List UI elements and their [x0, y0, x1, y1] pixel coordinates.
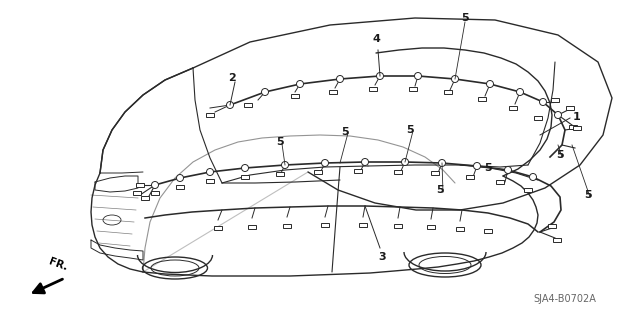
Text: 2: 2	[228, 73, 236, 83]
Circle shape	[282, 161, 289, 168]
FancyBboxPatch shape	[151, 191, 159, 195]
Text: FR.: FR.	[47, 257, 69, 273]
Circle shape	[486, 80, 493, 87]
FancyBboxPatch shape	[133, 191, 141, 195]
Circle shape	[177, 174, 184, 182]
FancyBboxPatch shape	[496, 180, 504, 184]
FancyBboxPatch shape	[394, 170, 402, 174]
FancyBboxPatch shape	[524, 188, 532, 192]
FancyBboxPatch shape	[206, 113, 214, 117]
FancyBboxPatch shape	[548, 224, 556, 228]
FancyBboxPatch shape	[566, 106, 574, 110]
Circle shape	[207, 168, 214, 175]
FancyBboxPatch shape	[354, 169, 362, 173]
FancyBboxPatch shape	[141, 196, 149, 200]
Text: 5: 5	[584, 190, 592, 200]
Text: 5: 5	[406, 125, 414, 135]
FancyBboxPatch shape	[321, 223, 329, 227]
FancyBboxPatch shape	[244, 103, 252, 107]
FancyBboxPatch shape	[394, 224, 402, 228]
Text: 5: 5	[556, 150, 564, 160]
Circle shape	[504, 167, 511, 174]
Text: 5: 5	[484, 163, 492, 173]
Circle shape	[415, 72, 422, 79]
Circle shape	[262, 88, 269, 95]
Circle shape	[451, 76, 458, 83]
Circle shape	[241, 165, 248, 172]
FancyBboxPatch shape	[444, 90, 452, 94]
FancyBboxPatch shape	[359, 223, 367, 227]
Text: 5: 5	[436, 185, 444, 195]
Circle shape	[529, 174, 536, 181]
FancyBboxPatch shape	[456, 227, 464, 231]
FancyBboxPatch shape	[136, 183, 144, 187]
FancyBboxPatch shape	[241, 175, 249, 179]
Text: 5: 5	[276, 137, 284, 147]
Circle shape	[152, 182, 159, 189]
Circle shape	[337, 76, 344, 83]
Circle shape	[376, 72, 383, 79]
FancyBboxPatch shape	[551, 98, 559, 102]
FancyBboxPatch shape	[534, 116, 542, 120]
Circle shape	[516, 88, 524, 95]
FancyBboxPatch shape	[427, 225, 435, 229]
Circle shape	[362, 159, 369, 166]
Text: 1: 1	[573, 112, 580, 122]
FancyBboxPatch shape	[409, 87, 417, 91]
FancyBboxPatch shape	[176, 185, 184, 189]
Circle shape	[227, 101, 234, 108]
FancyBboxPatch shape	[466, 175, 474, 179]
FancyBboxPatch shape	[248, 225, 256, 229]
Text: 4: 4	[372, 34, 380, 44]
Text: 5: 5	[461, 13, 469, 23]
Circle shape	[321, 160, 328, 167]
FancyBboxPatch shape	[283, 224, 291, 228]
Circle shape	[474, 162, 481, 169]
Circle shape	[401, 159, 408, 166]
FancyBboxPatch shape	[478, 97, 486, 101]
Circle shape	[438, 160, 445, 167]
FancyBboxPatch shape	[484, 229, 492, 233]
Circle shape	[296, 80, 303, 87]
FancyBboxPatch shape	[206, 179, 214, 183]
Circle shape	[554, 112, 561, 118]
FancyBboxPatch shape	[509, 106, 517, 110]
FancyBboxPatch shape	[431, 171, 439, 175]
FancyBboxPatch shape	[314, 170, 322, 174]
FancyBboxPatch shape	[214, 226, 222, 230]
FancyBboxPatch shape	[569, 125, 577, 129]
FancyBboxPatch shape	[369, 87, 377, 91]
Text: 3: 3	[378, 252, 386, 262]
FancyBboxPatch shape	[329, 90, 337, 94]
Text: 5: 5	[341, 127, 349, 137]
FancyBboxPatch shape	[276, 172, 284, 176]
Circle shape	[540, 99, 547, 106]
FancyBboxPatch shape	[553, 238, 561, 242]
FancyBboxPatch shape	[291, 94, 299, 98]
Text: SJA4-B0702A: SJA4-B0702A	[534, 294, 596, 304]
FancyBboxPatch shape	[573, 126, 581, 130]
